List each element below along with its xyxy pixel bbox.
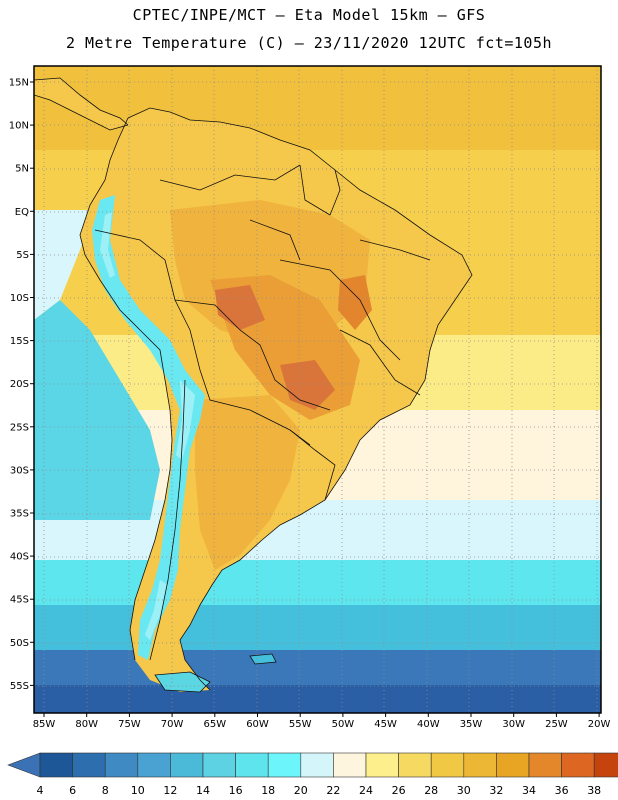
lat-label: 45S [10,595,29,606]
lat-label: 55S [10,681,29,692]
latitude-labels: 15N 10N 5N EQ 5S 10S 15S 20S 25S 30S 35S 40S 45S 50S 5… [9,78,34,692]
colorbar-label: 24 [359,784,373,797]
colorbar-box [333,752,367,778]
ocean-band-10c [34,605,601,650]
lat-label: 5S [16,250,29,261]
lat-label: 50S [10,638,29,649]
colorbar-box [267,752,302,778]
lon-label: 40W [417,719,440,730]
lon-label: 45W [374,719,397,730]
colorbar-box [593,752,618,778]
colorbar-label: 28 [424,784,438,797]
temperature-colorbar: 4 6 8 10 12 14 16 18 20 22 24 26 28 30 32 34 36 38 [7,752,618,797]
colorbar-left-arrow [7,752,41,778]
colorbar-label: 22 [326,784,340,797]
land-hotspot-2 [280,360,335,410]
country-borders [34,77,473,693]
colorbar-label: 4 [37,784,44,797]
map-frame [33,65,602,714]
colorbar-box [496,752,530,778]
lat-label: 15S [10,336,29,347]
lat-label: 5N [15,164,29,175]
colorbar-box [202,752,236,778]
colorbar-label: 30 [457,784,471,797]
colorbar-box [430,752,465,778]
graticule [34,66,601,713]
falkland-islands [250,654,276,664]
colorbar-box [72,752,106,778]
lat-label: 10N [9,121,29,132]
title-line-1: CPTEC/INPE/MCT – Eta Model 15km – GFS [132,6,486,24]
land-south-warm [195,395,300,570]
colorbar-label: 16 [229,784,243,797]
colorbar-label: 26 [392,784,406,797]
colorbar-box [137,752,171,778]
colorbar-box [300,752,334,778]
lon-label: 65W [203,719,226,730]
colorbar-boxes [39,752,618,778]
colorbar-label: 12 [163,784,177,797]
colorbar-label: 10 [131,784,145,797]
central-america-land [34,78,128,130]
lon-label: 20W [588,719,611,730]
title-line-2: 2 Metre Temperature (C) – 23/11/2020 12U… [65,34,553,52]
colorbar-labels: 4 6 8 10 12 14 16 18 20 22 24 26 28 30 32 34 36 38 [37,784,602,797]
colorbar-label: 6 [69,784,76,797]
colorbar-box [398,752,432,778]
land-hotspot-1 [215,285,265,330]
colorbar-label: 32 [489,784,503,797]
colorbar-box [104,752,139,778]
colorbar-box [235,752,269,778]
colorbar-box [365,752,399,778]
lon-label: 55W [289,719,312,730]
lat-label: 25S [10,422,29,433]
longitude-labels: 85W 80W 75W 70W 65W 60W 55W 50W 45W 40W 35W 30W 25W 2… [33,713,611,730]
temperature-map: 15N 10N 5N EQ 5S 10S 15S 20S 25S 30S 35S 40S 45S 50S 5… [9,65,611,730]
colorbar-label: 36 [555,784,569,797]
ocean-band-14c [34,560,601,605]
colorbar-label: 14 [196,784,210,797]
colorbar-label: 38 [587,784,601,797]
colorbar-label: 8 [102,784,109,797]
ocean-band-8c [34,650,601,685]
lon-label: 85W [33,719,56,730]
lat-label: 35S [10,509,29,520]
lon-label: 60W [246,719,269,730]
lat-label: 40S [10,552,29,563]
colorbar-box [528,752,562,778]
colorbar-label: 20 [294,784,308,797]
lon-label: 80W [75,719,98,730]
lon-label: 25W [545,719,568,730]
colorbar-label: 34 [522,784,536,797]
lon-label: 75W [118,719,141,730]
lat-label: 15N [9,78,29,89]
map-plot-area [34,66,601,713]
lon-label: 70W [161,719,184,730]
andes-cold-strip [92,195,205,660]
colorbar-box [561,752,595,778]
pacific-cool-water [34,210,95,320]
colorbar-box [170,752,204,778]
colorbar-box [39,752,73,778]
colorbar-box [463,752,497,778]
lat-label: 30S [10,465,29,476]
lon-label: 50W [332,719,355,730]
lon-label: 30W [502,719,525,730]
land-hotspot-3 [338,275,372,330]
lat-label: EQ [15,207,29,218]
lat-label: 20S [10,379,29,390]
ocean-band-4c [34,685,601,713]
pacific-cold-current [34,300,160,520]
colorbar-label: 18 [261,784,275,797]
lat-label: 10S [10,293,29,304]
tierra-del-fuego [155,672,210,692]
lon-label: 35W [460,719,483,730]
